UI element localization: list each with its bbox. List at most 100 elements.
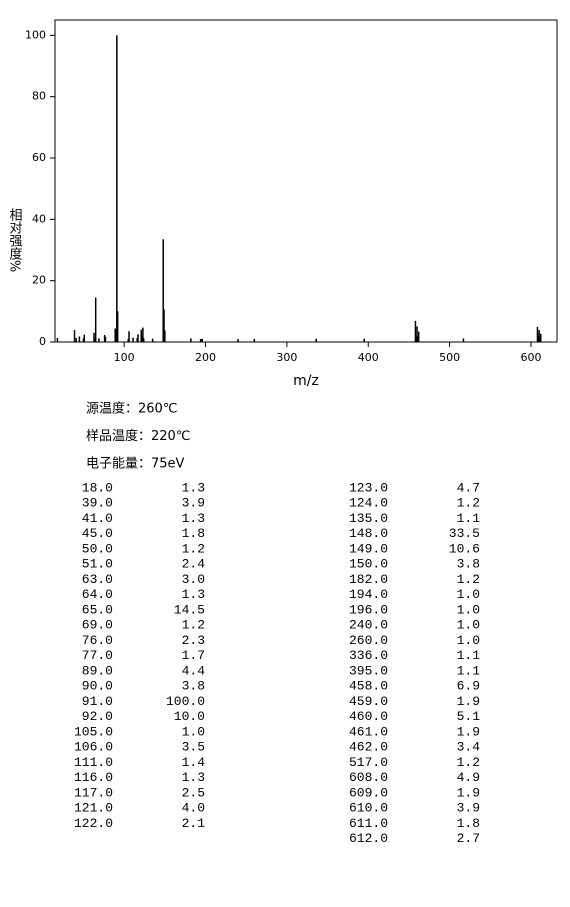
mz-cell: 149.0	[349, 541, 388, 556]
peak	[93, 332, 95, 342]
intensity-cell: 3.9	[182, 496, 205, 511]
peak	[127, 338, 129, 342]
mz-cell: 609.0	[349, 785, 388, 800]
mz-cell: 45.0	[82, 526, 113, 541]
intensity-cell: 1.0	[457, 602, 480, 617]
peak	[363, 338, 365, 342]
peak	[142, 327, 144, 342]
peak	[114, 328, 116, 342]
intensity-cell: 2.5	[182, 785, 205, 800]
mz-cell: 50.0	[82, 541, 113, 556]
intensity-cell: 1.0	[457, 587, 480, 602]
peak	[539, 333, 542, 342]
peak	[201, 338, 204, 342]
mz-cell: 517.0	[349, 755, 388, 770]
mz-cell: 240.0	[349, 618, 388, 633]
peak	[151, 338, 154, 342]
intensity-cell: 1.0	[182, 724, 205, 739]
intensity-cell: 2.7	[457, 831, 480, 846]
x-tick-label: 100	[114, 351, 135, 364]
peak	[116, 311, 119, 342]
peak	[237, 338, 239, 342]
mz-cell: 612.0	[349, 831, 388, 846]
intensity-cell: 5.1	[457, 709, 481, 724]
condition-line: 电子能量：75eV	[86, 457, 185, 472]
peak	[75, 338, 77, 342]
peak	[142, 338, 145, 342]
intensity-cell: 2.1	[182, 816, 206, 831]
mz-cell: 105.0	[74, 724, 113, 739]
intensity-cell: 1.7	[182, 648, 205, 663]
intensity-cell: 3.8	[182, 679, 205, 694]
x-tick-label: 500	[439, 351, 460, 364]
intensity-cell: 4.7	[457, 480, 480, 495]
intensity-cell: 1.2	[457, 755, 480, 770]
mz-cell: 182.0	[349, 572, 388, 587]
peak	[132, 337, 134, 342]
intensity-cell: 1.3	[182, 770, 205, 785]
mz-cell: 39.0	[82, 496, 113, 511]
intensity-cell: 3.8	[457, 557, 480, 572]
peak	[539, 336, 541, 342]
peak	[536, 326, 539, 342]
mz-cell: 121.0	[74, 801, 113, 816]
x-tick-label: 400	[358, 351, 379, 364]
condition-line: 样品温度：220℃	[86, 428, 190, 444]
mz-cell: 148.0	[349, 526, 388, 541]
mz-cell: 92.0	[82, 709, 113, 724]
peak	[417, 336, 419, 342]
mz-cell: 116.0	[74, 770, 113, 785]
mz-cell: 51.0	[82, 557, 113, 572]
mz-cell: 395.0	[349, 663, 388, 678]
mz-cell: 336.0	[349, 648, 388, 663]
mz-cell: 111.0	[74, 755, 113, 770]
mz-cell: 41.0	[82, 511, 113, 526]
y-axis-label: 相对强度%	[7, 208, 23, 272]
intensity-cell: 1.9	[457, 785, 480, 800]
peak	[78, 336, 81, 342]
peak	[137, 334, 139, 342]
mz-cell: 91.0	[82, 694, 113, 709]
intensity-cell: 1.1	[457, 648, 481, 663]
peak	[417, 331, 420, 342]
mz-cell: 64.0	[82, 587, 113, 602]
peak	[136, 338, 138, 342]
mz-cell: 460.0	[349, 709, 388, 724]
intensity-cell: 1.1	[457, 511, 481, 526]
peak	[98, 338, 100, 342]
y-tick-label: 100	[25, 28, 46, 41]
mz-cell: 18.0	[82, 480, 113, 495]
intensity-cell: 3.4	[457, 740, 481, 755]
peak	[537, 336, 540, 342]
intensity-cell: 1.4	[182, 755, 206, 770]
mz-cell: 69.0	[82, 618, 113, 633]
peak	[128, 331, 130, 342]
intensity-cell: 4.9	[457, 770, 480, 785]
peak	[56, 338, 59, 342]
mz-cell: 124.0	[349, 496, 388, 511]
peak	[190, 338, 192, 342]
intensity-cell: 2.4	[182, 557, 206, 572]
peak	[538, 330, 540, 342]
peak	[462, 338, 465, 342]
intensity-cell: 14.5	[174, 602, 205, 617]
peak	[104, 336, 107, 342]
peak	[94, 297, 97, 342]
mz-cell: 65.0	[82, 602, 113, 617]
peak	[415, 336, 417, 342]
intensity-cell: 1.2	[457, 496, 480, 511]
peak	[103, 334, 106, 342]
x-axis-label: m/z	[293, 373, 319, 389]
mz-cell: 135.0	[349, 511, 388, 526]
mz-cell: 196.0	[349, 602, 388, 617]
peak	[199, 338, 202, 342]
y-tick-label: 40	[32, 212, 46, 225]
mz-cell: 459.0	[349, 694, 388, 709]
intensity-cell: 1.2	[182, 618, 205, 633]
intensity-cell: 3.5	[182, 740, 205, 755]
intensity-cell: 3.0	[182, 572, 205, 587]
mz-cell: 611.0	[349, 816, 388, 831]
mz-cell: 610.0	[349, 801, 388, 816]
intensity-cell: 2.3	[182, 633, 205, 648]
